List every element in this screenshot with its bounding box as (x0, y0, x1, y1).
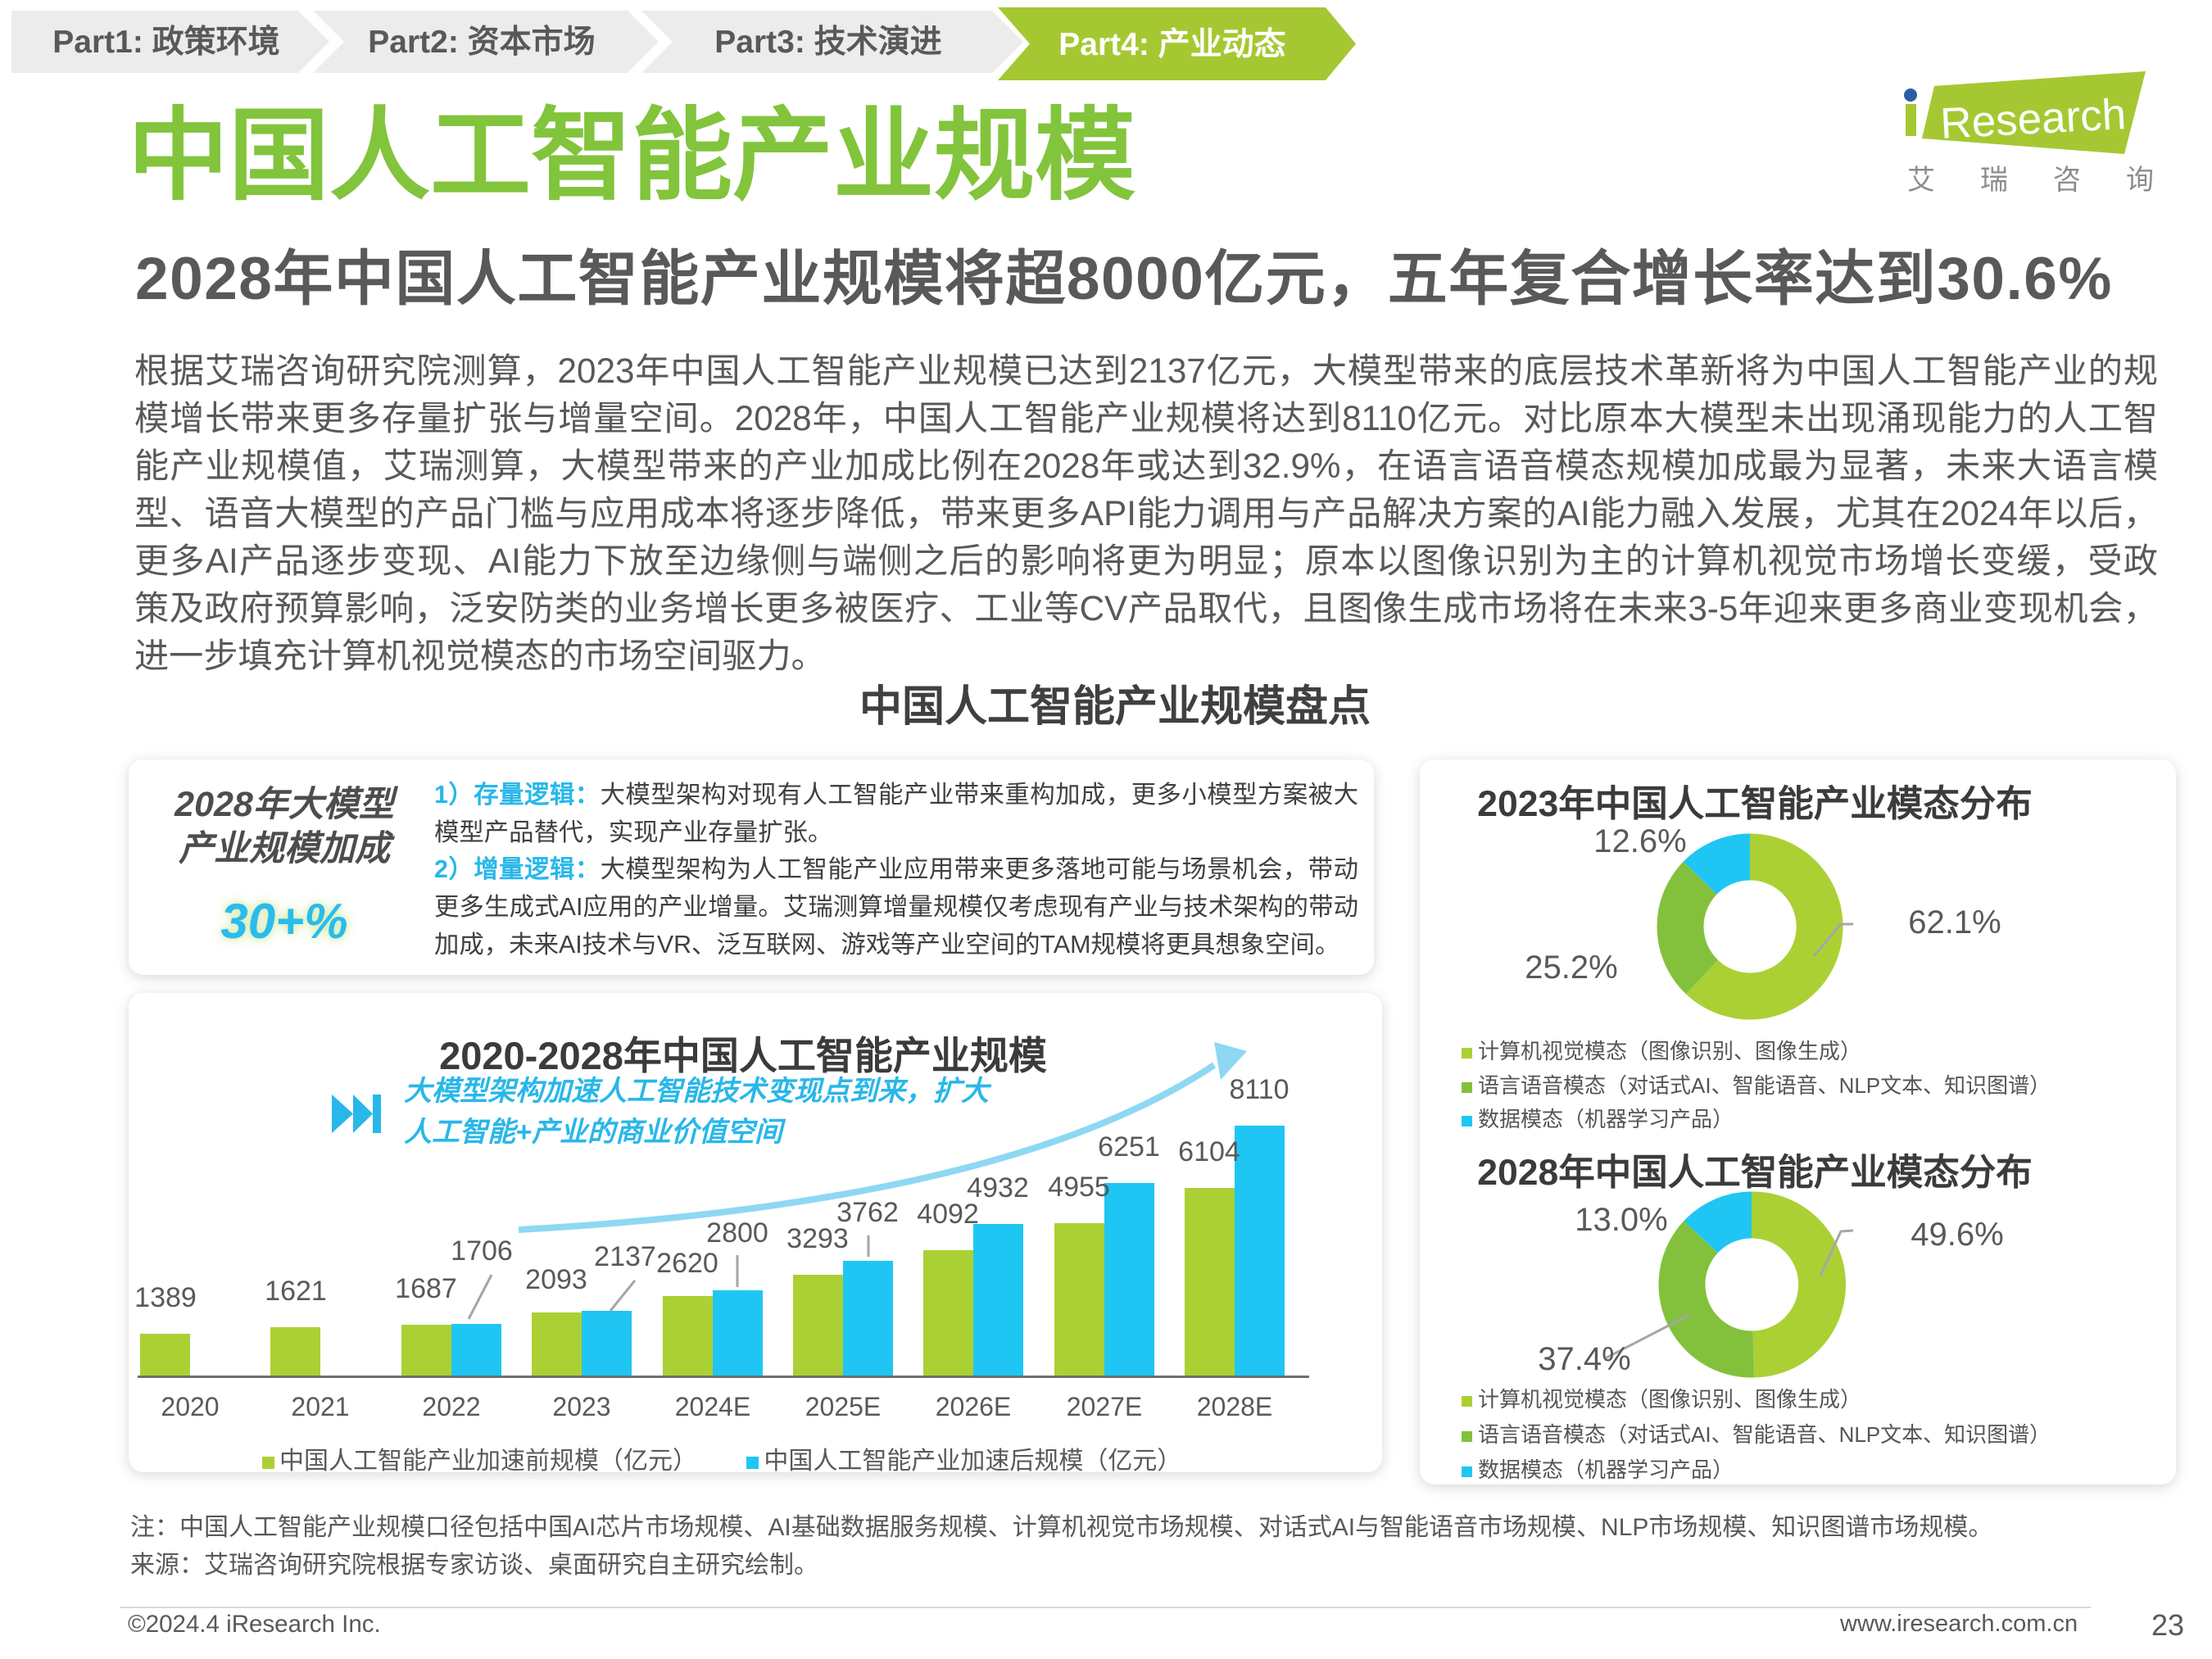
svg-text:艾瑞咨询: 艾瑞咨询 (1907, 165, 2199, 196)
svg-text:Part2: 资本市场: Part2: 资本市场 (368, 25, 595, 60)
svg-text:Part3: 技术演进: Part3: 技术演进 (714, 25, 941, 60)
svg-text:Part4: 产业动态: Part4: 产业动态 (1058, 27, 1285, 62)
svg-text:Research: Research (1939, 90, 2128, 148)
svg-text:Part1: 政策环境: Part1: 政策环境 (52, 25, 279, 60)
